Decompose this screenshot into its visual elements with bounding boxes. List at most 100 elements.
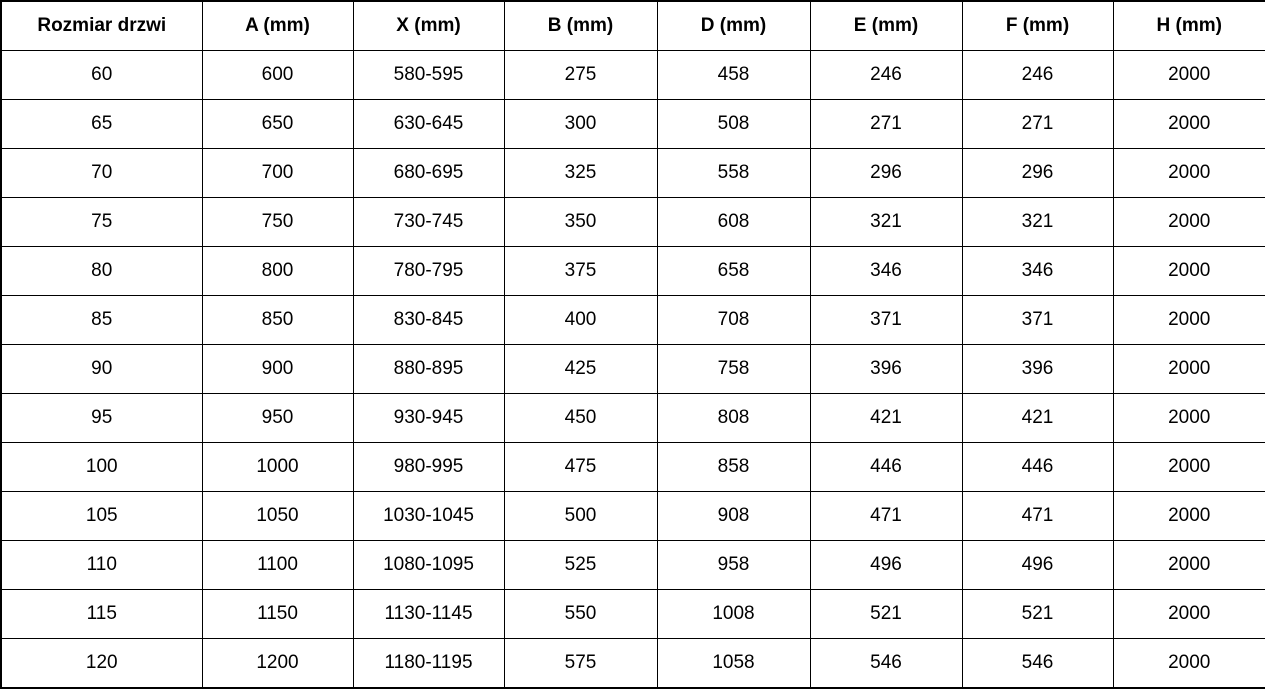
cell-d: 958 <box>656 540 811 590</box>
cell-rozmiar-drzwi: 95 <box>0 393 203 443</box>
table-row: 100 1000 980-995 475 858 446 446 2000 <box>0 442 1265 492</box>
cell-f: 521 <box>961 589 1114 639</box>
cell-a: 850 <box>201 295 354 345</box>
column-header-a: A (mm) <box>201 0 354 51</box>
cell-b: 475 <box>503 442 658 492</box>
cell-f: 296 <box>961 148 1114 198</box>
cell-b: 500 <box>503 491 658 541</box>
cell-d: 508 <box>656 99 811 149</box>
cell-x: 680-695 <box>352 148 505 198</box>
cell-a: 650 <box>201 99 354 149</box>
cell-h: 2000 <box>1112 393 1265 443</box>
table-row: 105 1050 1030-1045 500 908 471 471 2000 <box>0 491 1265 541</box>
cell-d: 758 <box>656 344 811 394</box>
cell-d: 858 <box>656 442 811 492</box>
cell-a: 950 <box>201 393 354 443</box>
table-body: 60 600 580-595 275 458 246 246 2000 65 6… <box>0 50 1265 689</box>
cell-f: 496 <box>961 540 1114 590</box>
cell-b: 525 <box>503 540 658 590</box>
cell-d: 1008 <box>656 589 811 639</box>
cell-f: 321 <box>961 197 1114 247</box>
column-header-e: E (mm) <box>809 0 963 51</box>
cell-a: 1150 <box>201 589 354 639</box>
cell-h: 2000 <box>1112 442 1265 492</box>
cell-rozmiar-drzwi: 100 <box>0 442 203 492</box>
cell-e: 296 <box>809 148 963 198</box>
table-row: 120 1200 1180-1195 575 1058 546 546 2000 <box>0 638 1265 689</box>
cell-b: 550 <box>503 589 658 639</box>
cell-x: 1130-1145 <box>352 589 505 639</box>
cell-e: 346 <box>809 246 963 296</box>
cell-h: 2000 <box>1112 491 1265 541</box>
cell-f: 396 <box>961 344 1114 394</box>
cell-f: 371 <box>961 295 1114 345</box>
cell-b: 350 <box>503 197 658 247</box>
table-row: 90 900 880-895 425 758 396 396 2000 <box>0 344 1265 394</box>
cell-x: 830-845 <box>352 295 505 345</box>
cell-f: 346 <box>961 246 1114 296</box>
table-row: 95 950 930-945 450 808 421 421 2000 <box>0 393 1265 443</box>
cell-b: 400 <box>503 295 658 345</box>
cell-d: 608 <box>656 197 811 247</box>
cell-h: 2000 <box>1112 197 1265 247</box>
cell-rozmiar-drzwi: 115 <box>0 589 203 639</box>
cell-f: 246 <box>961 50 1114 100</box>
table-header: Rozmiar drzwi A (mm) X (mm) B (mm) D (mm… <box>0 0 1265 51</box>
cell-d: 658 <box>656 246 811 296</box>
cell-b: 450 <box>503 393 658 443</box>
table-row: 60 600 580-595 275 458 246 246 2000 <box>0 50 1265 100</box>
table-row: 110 1100 1080-1095 525 958 496 496 2000 <box>0 540 1265 590</box>
cell-b: 375 <box>503 246 658 296</box>
cell-rozmiar-drzwi: 65 <box>0 99 203 149</box>
cell-e: 421 <box>809 393 963 443</box>
cell-rozmiar-drzwi: 120 <box>0 638 203 689</box>
cell-f: 471 <box>961 491 1114 541</box>
cell-b: 425 <box>503 344 658 394</box>
cell-b: 325 <box>503 148 658 198</box>
cell-rozmiar-drzwi: 110 <box>0 540 203 590</box>
cell-rozmiar-drzwi: 75 <box>0 197 203 247</box>
cell-x: 1080-1095 <box>352 540 505 590</box>
cell-e: 371 <box>809 295 963 345</box>
cell-d: 908 <box>656 491 811 541</box>
table-row: 65 650 630-645 300 508 271 271 2000 <box>0 99 1265 149</box>
cell-x: 780-795 <box>352 246 505 296</box>
cell-a: 900 <box>201 344 354 394</box>
cell-h: 2000 <box>1112 99 1265 149</box>
cell-x: 580-595 <box>352 50 505 100</box>
cell-a: 1000 <box>201 442 354 492</box>
table-row: 75 750 730-745 350 608 321 321 2000 <box>0 197 1265 247</box>
column-header-x: X (mm) <box>352 0 505 51</box>
cell-h: 2000 <box>1112 540 1265 590</box>
cell-rozmiar-drzwi: 105 <box>0 491 203 541</box>
cell-e: 396 <box>809 344 963 394</box>
cell-b: 575 <box>503 638 658 689</box>
cell-e: 521 <box>809 589 963 639</box>
cell-rozmiar-drzwi: 80 <box>0 246 203 296</box>
cell-h: 2000 <box>1112 589 1265 639</box>
cell-rozmiar-drzwi: 60 <box>0 50 203 100</box>
cell-b: 275 <box>503 50 658 100</box>
cell-h: 2000 <box>1112 295 1265 345</box>
cell-d: 808 <box>656 393 811 443</box>
cell-e: 271 <box>809 99 963 149</box>
cell-f: 546 <box>961 638 1114 689</box>
column-header-d: D (mm) <box>656 0 811 51</box>
cell-e: 321 <box>809 197 963 247</box>
cell-x: 1030-1045 <box>352 491 505 541</box>
cell-rozmiar-drzwi: 85 <box>0 295 203 345</box>
cell-x: 730-745 <box>352 197 505 247</box>
cell-f: 271 <box>961 99 1114 149</box>
cell-x: 630-645 <box>352 99 505 149</box>
cell-x: 930-945 <box>352 393 505 443</box>
cell-h: 2000 <box>1112 50 1265 100</box>
cell-a: 800 <box>201 246 354 296</box>
cell-h: 2000 <box>1112 246 1265 296</box>
cell-e: 246 <box>809 50 963 100</box>
cell-h: 2000 <box>1112 148 1265 198</box>
table-row: 85 850 830-845 400 708 371 371 2000 <box>0 295 1265 345</box>
cell-e: 546 <box>809 638 963 689</box>
table-row: 70 700 680-695 325 558 296 296 2000 <box>0 148 1265 198</box>
cell-a: 750 <box>201 197 354 247</box>
